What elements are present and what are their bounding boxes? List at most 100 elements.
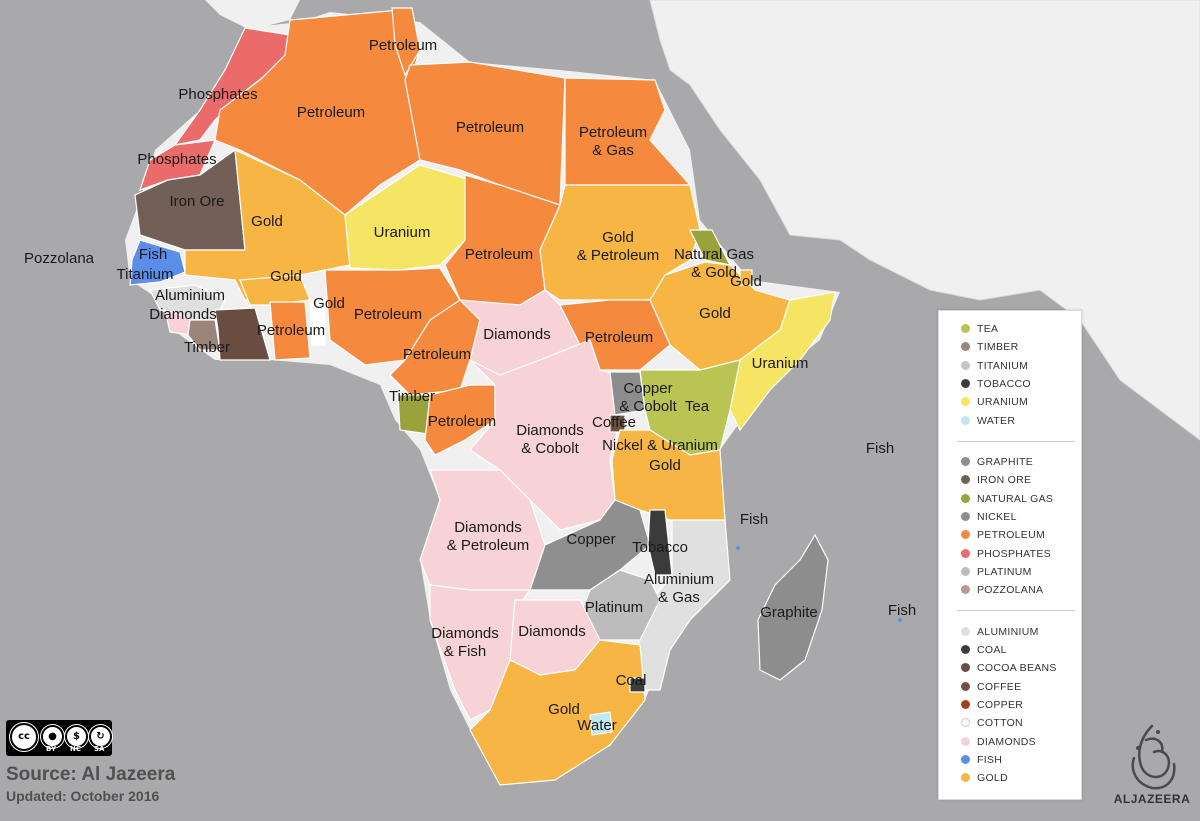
legend-item-phosphates: PHOSPHATES (961, 547, 1051, 561)
legend-swatch (961, 397, 970, 406)
legend-label: GOLD (977, 772, 1008, 784)
legend-swatch (961, 755, 970, 764)
legend-divider (957, 441, 1075, 442)
legend-item-tobacco: TOBACCO (961, 377, 1031, 391)
legend-swatch (961, 737, 970, 746)
map-label: Petroleum (256, 322, 326, 339)
map-label: Petroleum (464, 246, 534, 263)
label-line: & Petroleum (576, 247, 660, 264)
legend-label: COCOA BEANS (977, 662, 1057, 674)
region-mozambique (637, 519, 731, 691)
label-line: & Gas (592, 142, 634, 159)
legend-item-coffee: COFFEE (961, 680, 1021, 694)
map-label: Coffee (592, 414, 636, 431)
label-line: Copper (623, 380, 673, 397)
map-label: Iron Ore (169, 193, 225, 210)
legend-item-fish: FISH (961, 753, 1002, 767)
legend-swatch (961, 379, 970, 388)
legend-item-tea: TEA (961, 322, 998, 336)
sa-label: SA (94, 745, 105, 753)
legend-label: TOBACCO (977, 378, 1031, 390)
legend-item-petroleum: PETROLEUM (961, 528, 1045, 542)
legend-label: PLATINUM (977, 566, 1032, 578)
map-label: Timber (183, 339, 231, 356)
region-south-africa (469, 639, 646, 786)
label-line: Petroleum (578, 124, 648, 141)
map-label: Gold (251, 213, 283, 230)
label-line: Diamonds (431, 625, 499, 642)
map-label: Petroleum (427, 413, 497, 430)
legend-label: COTTON (977, 717, 1023, 729)
label-line: Aluminium (643, 571, 715, 588)
nc-label: NC (70, 745, 81, 753)
legend-label: NATURAL GAS (977, 493, 1054, 505)
legend-swatch (961, 512, 970, 521)
island-mauritius (898, 618, 902, 622)
legend-label: WATER (977, 415, 1016, 427)
label-line: Natural Gas (673, 246, 755, 263)
label-line: & Fish (443, 643, 487, 660)
map-label: Coal (615, 672, 647, 689)
legend-item-gold: GOLD (961, 771, 1008, 785)
map-label: Diamonds & Cobolt (516, 422, 584, 458)
legend-swatch (961, 718, 970, 727)
logo-stroke (1131, 756, 1176, 790)
legend-label: ALUMINIUM (977, 626, 1039, 638)
legend-item-titanium: TITANIUM (961, 359, 1028, 373)
map-label: Fish (739, 511, 769, 528)
map-label: Petroleum (353, 306, 423, 323)
legend-item-diamonds: DIAMONDS (961, 735, 1036, 749)
region-niger (344, 164, 471, 271)
legend-swatch (961, 645, 970, 654)
map-label: Uranium (751, 355, 809, 372)
region-lesotho (589, 711, 613, 736)
map-label: Timber (388, 388, 436, 405)
legend-label: PHOSPHATES (977, 548, 1051, 560)
legend-swatch (961, 585, 970, 594)
map-label: Gold (649, 457, 681, 474)
region-senegal (129, 239, 186, 286)
legend-item-timber: TIMBER (961, 340, 1018, 354)
label-line: & Cobolt (619, 398, 677, 415)
legend-item-uranium: URANIUM (961, 395, 1028, 409)
map-label: Petroleum (455, 119, 525, 136)
map-label: Diamonds & Fish (431, 625, 499, 661)
logo-stroke (1138, 724, 1171, 779)
legend-label: TEA (977, 323, 999, 335)
legend-item-cocoa-beans: COCOA BEANS (961, 661, 1057, 675)
legend-item-water: WATER (961, 414, 1015, 428)
map-label: Petroleum (402, 346, 472, 363)
label-line: & Petroleum (446, 537, 530, 554)
map-label: Titanium (116, 266, 174, 283)
legend-item-platinum: PLATINUM (961, 565, 1032, 579)
region-djibouti (739, 269, 753, 286)
region-zambia (529, 499, 651, 591)
legend-label: TIMBER (977, 341, 1019, 353)
updated-date: Updated: October 2016 (6, 788, 160, 804)
map-label: Gold (730, 273, 762, 290)
legend-swatch (961, 567, 970, 576)
map-label: Gold (548, 701, 580, 718)
legend-label: DIAMONDS (977, 736, 1036, 748)
legend-label: COPPER (977, 699, 1024, 711)
legend-swatch (961, 682, 970, 691)
map-label: Water (577, 717, 617, 734)
legend-swatch (961, 416, 970, 425)
sa-icon: ↻ (89, 725, 112, 748)
legend-item-nickel: NICKEL (961, 510, 1017, 524)
country-regions (129, 7, 836, 786)
legend-swatch (961, 475, 970, 484)
legend-label: POZZOLANA (977, 584, 1044, 596)
region-somalia (729, 291, 836, 432)
legend-label: TITANIUM (977, 360, 1029, 372)
region-madagascar (757, 533, 829, 681)
legend-item-iron-ore: IRON ORE (961, 473, 1031, 487)
map-label: Uranium (373, 224, 431, 241)
map-label: Gold & Petroleum (577, 229, 660, 265)
map-label: Gold (313, 295, 345, 312)
legend-item-coal: COAL (961, 643, 1007, 657)
legend-swatch (961, 663, 970, 672)
map-label: Nickel & Uranium (602, 437, 718, 454)
map-label: Pozzolana (23, 250, 95, 267)
aljazeera-logo-icon (1131, 724, 1176, 790)
